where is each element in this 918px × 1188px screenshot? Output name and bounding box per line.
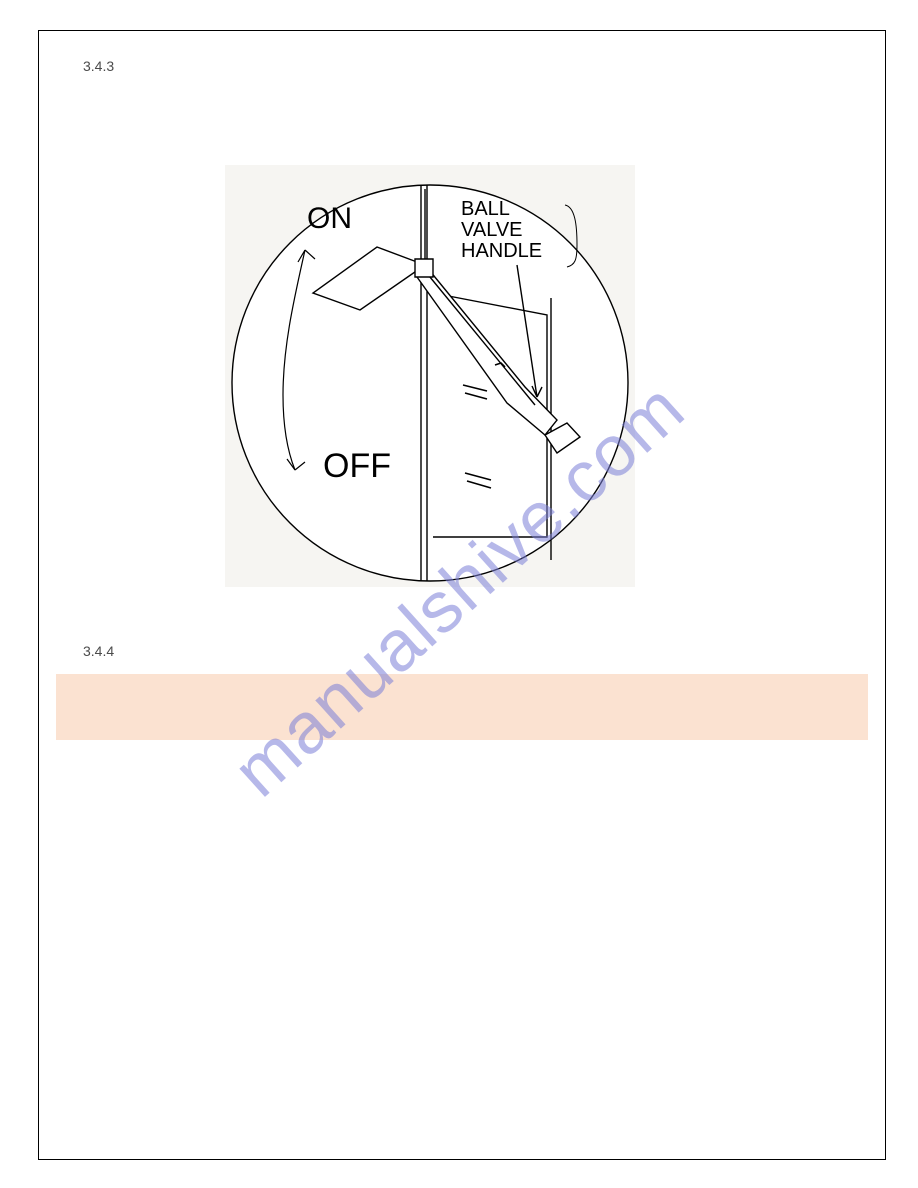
callout-line-1: BALL — [461, 199, 542, 220]
section-number-2: 3.4.4 — [83, 643, 114, 659]
section-number-1: 3.4.3 — [83, 58, 114, 74]
callout-line-3: HANDLE — [461, 241, 542, 262]
off-label: OFF — [323, 449, 391, 485]
on-label: ON — [307, 203, 352, 235]
page: 3.4.3 — [0, 0, 918, 1188]
ball-valve-diagram: ON OFF BALL VALVE HANDLE — [225, 165, 645, 595]
diagram-svg — [225, 165, 645, 595]
highlight-band — [56, 674, 868, 740]
callout-line-2: VALVE — [461, 220, 542, 241]
callout-ball-valve-handle: BALL VALVE HANDLE — [461, 199, 542, 262]
